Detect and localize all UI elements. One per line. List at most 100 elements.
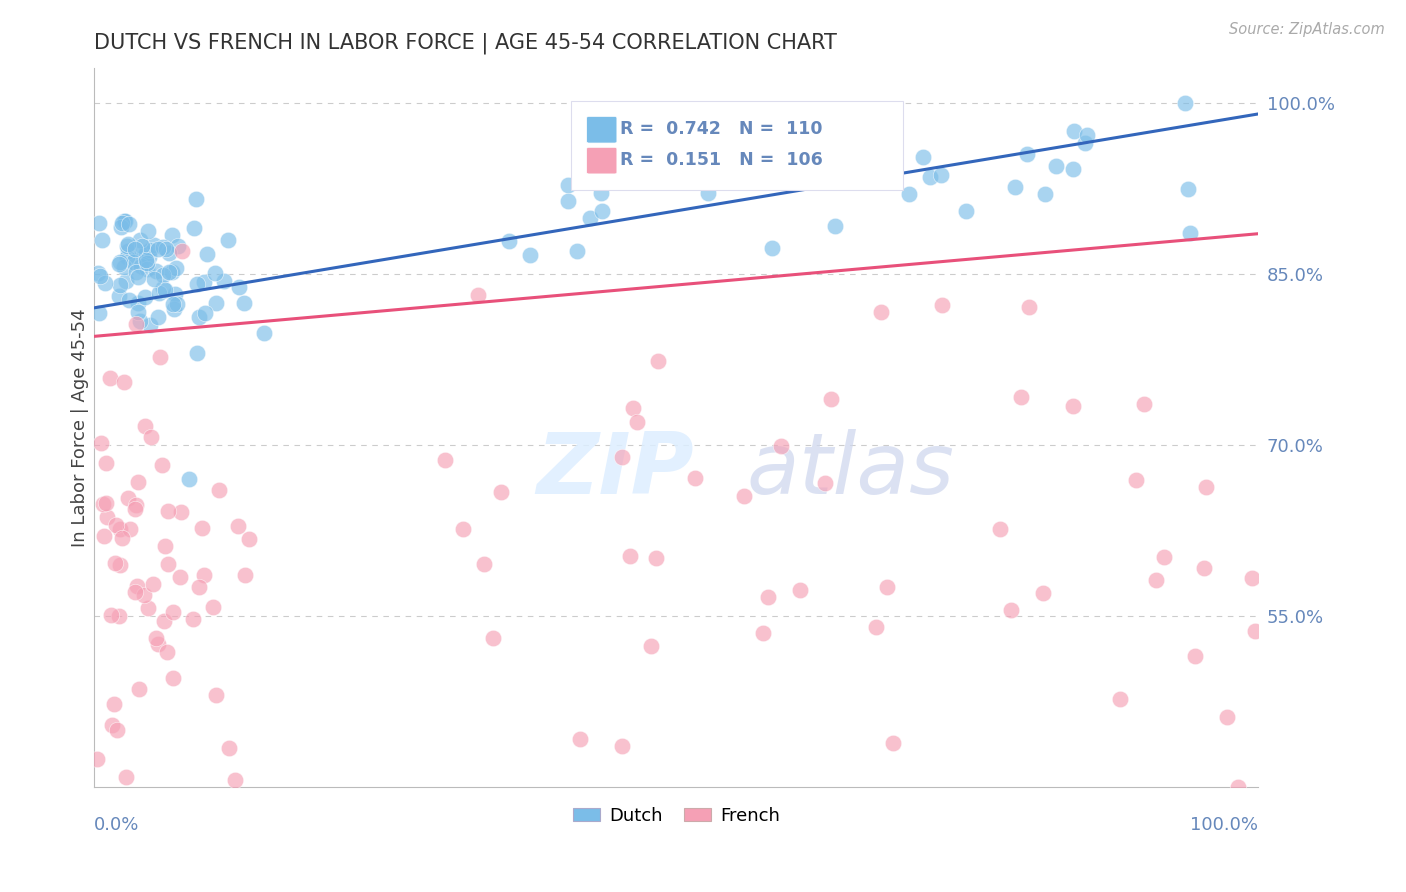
Point — [1000, 602, 1022, 616]
Point — [876, 580, 898, 594]
Point — [865, 620, 887, 634]
Point — [96, 510, 118, 524]
Point — [1062, 161, 1084, 176]
Point — [142, 237, 165, 252]
Point — [640, 639, 662, 653]
Point — [170, 505, 193, 519]
Point — [93, 529, 115, 543]
Point — [134, 419, 156, 434]
Point — [1018, 300, 1040, 314]
Point — [104, 518, 127, 533]
Y-axis label: In Labor Force | Age 45-54: In Labor Force | Age 45-54 — [72, 309, 89, 547]
Point — [557, 194, 579, 208]
Point — [851, 155, 873, 169]
Point — [152, 281, 174, 295]
Point — [153, 614, 176, 628]
Point — [1032, 585, 1054, 599]
Point — [157, 245, 180, 260]
Point — [1015, 147, 1038, 161]
Point — [1133, 396, 1156, 410]
Point — [683, 470, 706, 484]
Point — [644, 550, 666, 565]
Point — [135, 253, 157, 268]
Point — [115, 274, 138, 288]
Point — [125, 579, 148, 593]
Point — [153, 539, 176, 553]
Point — [134, 245, 156, 260]
Point — [870, 304, 893, 318]
Point — [467, 288, 489, 302]
Point — [112, 375, 135, 389]
Point — [183, 220, 205, 235]
Point — [661, 171, 683, 186]
Point — [177, 472, 200, 486]
Point — [108, 277, 131, 292]
Point — [162, 605, 184, 619]
Point — [118, 522, 141, 536]
Point — [111, 216, 134, 230]
Point — [129, 314, 152, 328]
Point — [751, 625, 773, 640]
Point — [107, 257, 129, 271]
Point — [125, 318, 148, 332]
Point — [153, 284, 176, 298]
Point — [1125, 473, 1147, 487]
Text: atlas: atlas — [747, 429, 955, 512]
Point — [100, 608, 122, 623]
Point — [149, 350, 172, 364]
Point — [156, 645, 179, 659]
Point — [253, 326, 276, 340]
Point — [761, 241, 783, 255]
Point — [233, 296, 256, 310]
Point — [1240, 570, 1263, 584]
Point — [1226, 780, 1249, 794]
Point — [619, 549, 641, 564]
Point — [121, 255, 143, 269]
Point — [139, 243, 162, 257]
Point — [90, 233, 112, 247]
Point — [1033, 186, 1056, 201]
Point — [217, 233, 239, 247]
Point — [756, 590, 779, 604]
Text: 0.0%: 0.0% — [94, 815, 139, 834]
Point — [94, 276, 117, 290]
Point — [156, 558, 179, 572]
Point — [141, 577, 163, 591]
Point — [89, 268, 111, 283]
Point — [789, 583, 811, 598]
Point — [1004, 180, 1026, 194]
Point — [135, 247, 157, 261]
Point — [131, 239, 153, 253]
Point — [931, 298, 953, 312]
Point — [1180, 226, 1202, 240]
Point — [193, 306, 215, 320]
Point — [101, 718, 124, 732]
Point — [165, 261, 187, 276]
Point — [569, 732, 592, 747]
Point — [114, 214, 136, 228]
Point — [163, 302, 186, 317]
Point — [89, 216, 111, 230]
Point — [591, 186, 613, 200]
Point — [820, 392, 842, 406]
Point — [150, 458, 173, 472]
Point — [146, 637, 169, 651]
Point — [135, 256, 157, 270]
Point — [482, 632, 505, 646]
Point — [218, 741, 240, 756]
Point — [224, 772, 246, 787]
Legend: Dutch, French: Dutch, French — [565, 799, 787, 832]
Point — [152, 240, 174, 254]
Point — [1010, 390, 1032, 404]
Point — [1074, 136, 1097, 150]
Text: 100.0%: 100.0% — [1191, 815, 1258, 834]
Point — [897, 187, 920, 202]
Point — [86, 752, 108, 766]
Point — [1045, 159, 1067, 173]
Point — [142, 272, 165, 286]
Point — [911, 149, 934, 163]
Point — [882, 736, 904, 750]
Point — [733, 489, 755, 503]
Point — [1184, 649, 1206, 664]
Point — [162, 296, 184, 310]
